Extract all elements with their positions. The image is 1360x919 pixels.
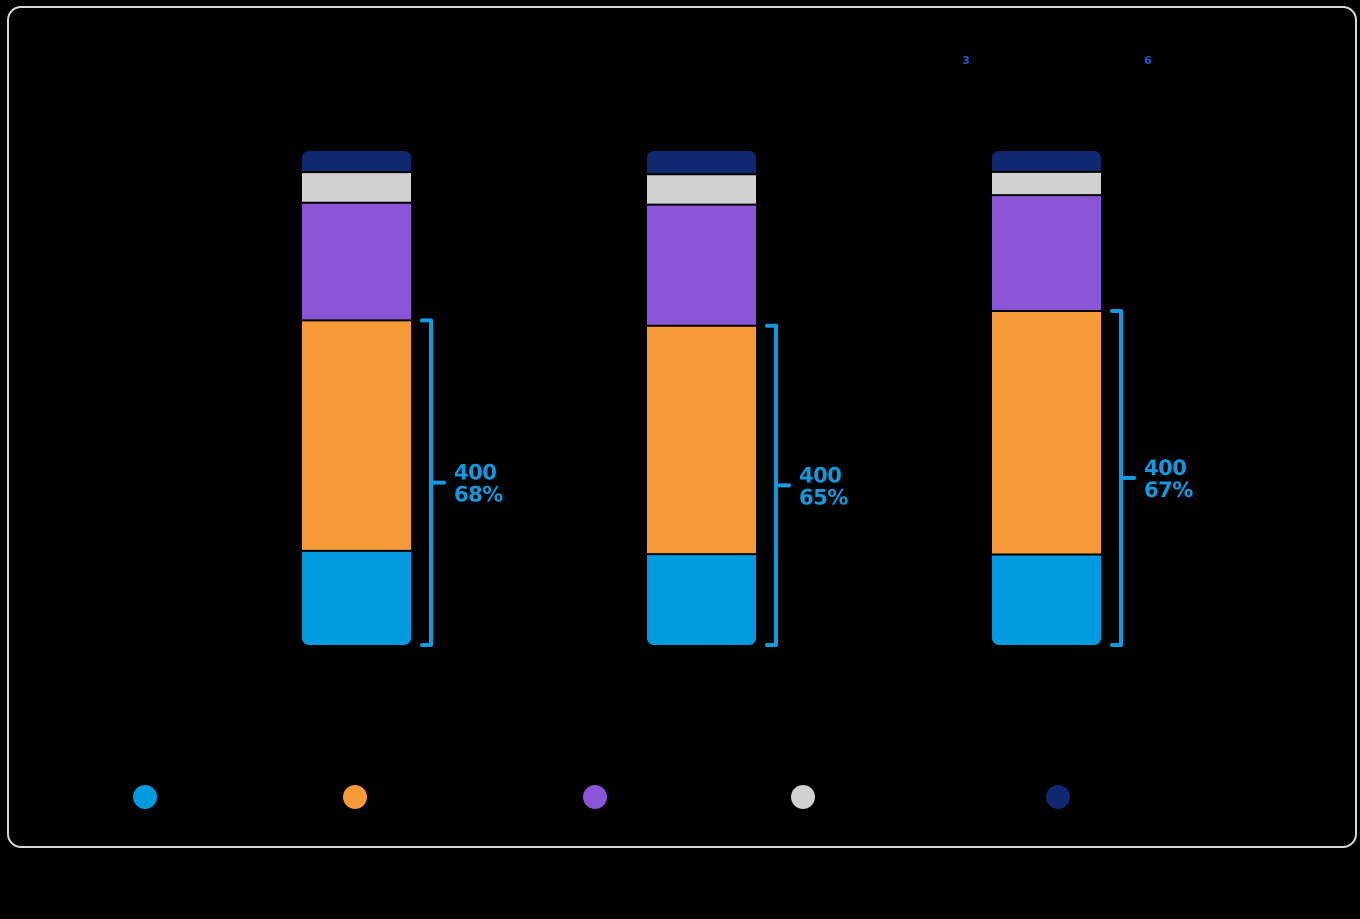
header-note-1: 3 [962,54,970,67]
legend-swatch-2 [343,785,367,809]
bar-segment-1-1 [302,550,411,645]
bar-segment-2-5 [647,151,756,175]
bar-segment-3-3 [992,195,1101,312]
bracket-count-label-1: 400 [454,461,496,485]
bar-segment-2-1 [647,554,756,645]
legend-swatch-1 [133,785,157,809]
bracket-count-label-2: 400 [799,463,841,487]
bar-segment-2-2 [647,325,756,555]
bar-segment-3-1 [992,554,1101,645]
legend-swatch-4 [791,785,815,809]
bracket-count-label-3: 400 [1144,456,1186,480]
bar-segment-2-4 [647,174,756,205]
bar-segment-1-5 [302,151,411,173]
bar-segment-3-4 [992,171,1101,196]
bracket-percent-label-3: 67% [1144,478,1193,502]
bar-segment-3-5 [992,151,1101,172]
legend-swatch-3 [583,785,607,809]
bar-segment-2-3 [647,204,756,326]
bracket-percent-label-2: 65% [799,485,848,509]
bar-segment-1-2 [302,320,411,551]
bar-segment-1-4 [302,172,411,203]
header-note-2: 6 [1144,54,1152,67]
legend-swatch-5 [1046,785,1070,809]
bar-segment-1-3 [302,202,411,321]
bracket-percent-label-1: 68% [454,483,503,507]
bar-segment-3-2 [992,311,1101,555]
